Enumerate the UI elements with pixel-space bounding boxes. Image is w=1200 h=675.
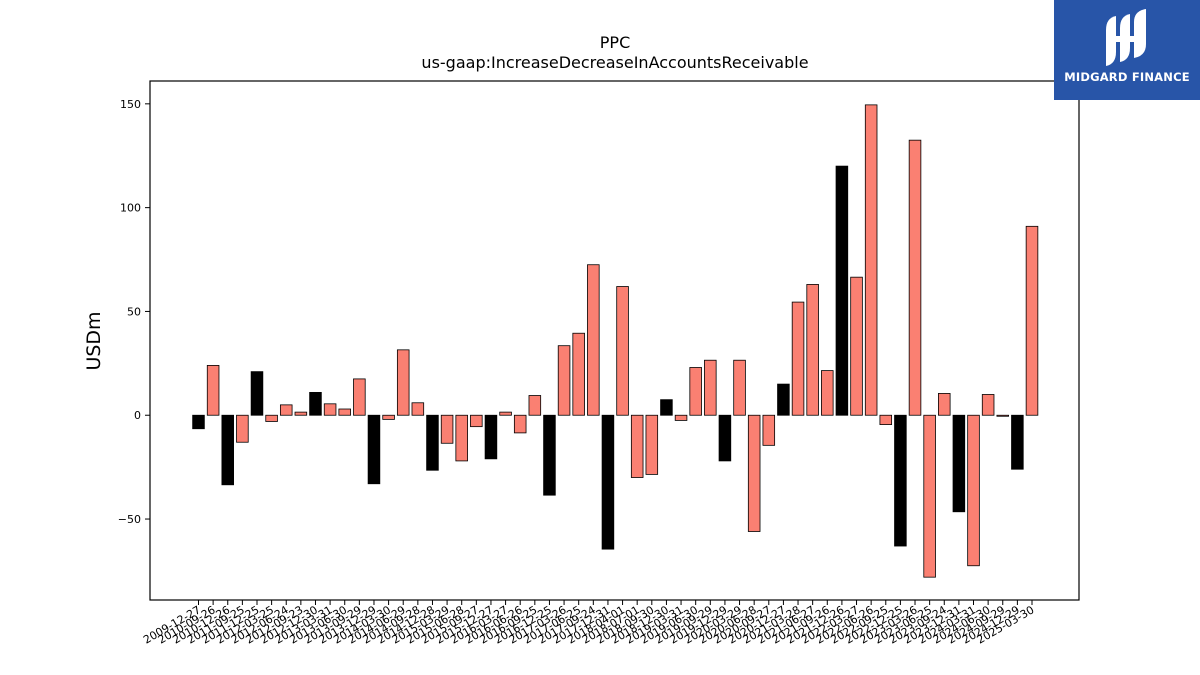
bar (938, 393, 951, 416)
bar (733, 359, 746, 416)
bar (279, 404, 293, 416)
x-ticks-group: 2009-12-272010-09-262010-12-262011-09-25… (141, 600, 1037, 647)
bar (338, 408, 351, 416)
bar (894, 414, 907, 547)
bar (411, 402, 425, 416)
bar (777, 383, 790, 416)
bar (513, 414, 527, 434)
bar (440, 414, 454, 444)
chart-title: PPC (600, 33, 630, 52)
bar (704, 359, 717, 416)
bar (367, 414, 381, 485)
bar (952, 414, 966, 513)
y-tick-label: 150 (120, 98, 141, 111)
bar (206, 365, 220, 416)
bar (601, 414, 615, 550)
y-tick-label: 100 (120, 202, 141, 215)
bar (587, 264, 600, 416)
bar (236, 414, 249, 443)
bar (718, 414, 732, 462)
bar (470, 414, 483, 428)
y-tick-label: 50 (127, 305, 141, 318)
bar (250, 371, 264, 416)
bar (1011, 414, 1024, 470)
bars-group (192, 104, 1039, 578)
bar (192, 414, 205, 430)
bar (353, 378, 366, 416)
bar (323, 403, 337, 416)
bar (557, 345, 571, 416)
bar (821, 370, 834, 416)
bar (806, 284, 819, 416)
bar (455, 414, 468, 462)
bar (689, 367, 702, 416)
y-axis-label: USDm (83, 311, 105, 370)
bar (528, 395, 542, 416)
bar (645, 414, 659, 475)
bar (1025, 225, 1039, 416)
bar (660, 399, 673, 416)
bar (967, 414, 980, 567)
bar (923, 414, 936, 578)
midgard-logo-icon (1106, 9, 1146, 66)
y-tick-label: 0 (134, 409, 141, 422)
bar (616, 286, 629, 416)
bar (674, 414, 688, 421)
brand-logo: MIDGARD FINANCE (1054, 0, 1200, 100)
bar (864, 104, 878, 416)
bar (382, 414, 395, 420)
y-ticks-group: −50 0 50 100 150 (118, 98, 150, 526)
bar (499, 411, 512, 416)
bar (762, 414, 776, 446)
bar (221, 414, 234, 486)
bar (426, 414, 439, 471)
chart-subtitle: us-gaap:IncreaseDecreaseInAccountsReceiv… (421, 53, 808, 72)
bar (309, 391, 322, 416)
bar (265, 414, 278, 422)
y-tick-label: −50 (118, 513, 141, 526)
bar (981, 394, 995, 416)
bar (747, 414, 761, 532)
bar (835, 165, 849, 416)
bar (543, 414, 556, 496)
bar (908, 139, 922, 416)
bar (572, 332, 585, 416)
bar (396, 349, 410, 416)
bar (630, 414, 644, 478)
plot-frame (149, 80, 1080, 601)
bar (850, 276, 863, 416)
bar (879, 414, 893, 425)
brand-name: MIDGARD FINANCE (1064, 70, 1190, 84)
bar (791, 301, 805, 416)
bar (484, 414, 498, 460)
bar (294, 411, 308, 416)
bar (996, 414, 1010, 417)
